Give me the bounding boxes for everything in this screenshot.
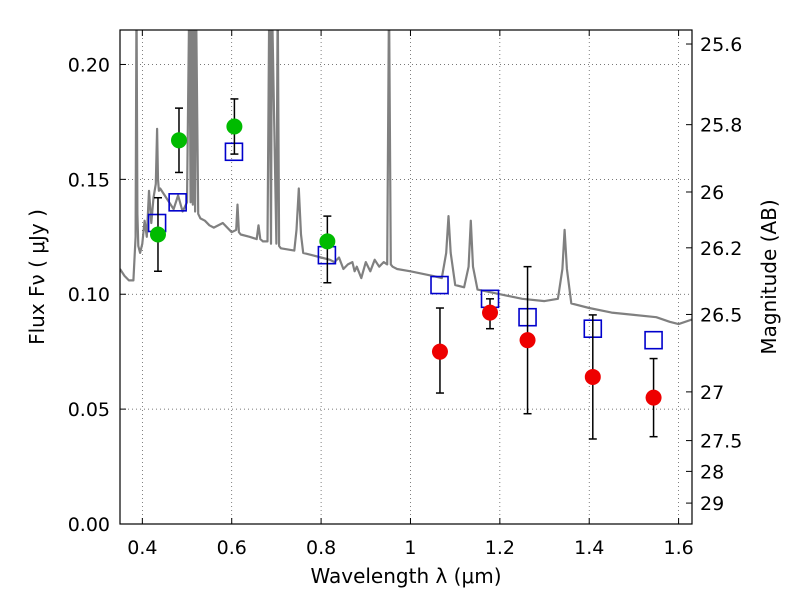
magnitude-tick-label: 26.5 — [700, 304, 742, 326]
x-tick-label: 1.6 — [663, 537, 693, 559]
observed-data-point — [170, 132, 187, 149]
model-photometry-square — [168, 193, 187, 212]
model-spectrum-line — [120, 30, 692, 326]
magnitude-tick-label: 28 — [700, 461, 724, 483]
observed-data-point — [584, 368, 601, 385]
observed-data-point — [149, 226, 166, 243]
observed-data-point — [431, 343, 448, 360]
x-tick-label: 0.6 — [217, 537, 247, 559]
y-axis-right-label: Magnitude (AB) — [757, 199, 781, 354]
observed-data-point — [482, 304, 499, 321]
y-tick-label: 0.05 — [68, 399, 110, 421]
observed-data-point — [519, 332, 536, 349]
error-bar — [323, 215, 332, 284]
observed-data-point — [319, 233, 336, 250]
magnitude-tick-label: 25.8 — [700, 115, 742, 137]
magnitude-tick-label: 25.6 — [700, 34, 742, 56]
magnitude-tick-label: 26 — [700, 182, 724, 204]
y-tick-label: 0.15 — [68, 169, 110, 191]
y-tick-label: 0.20 — [68, 54, 110, 76]
magnitude-tick-label: 27.5 — [700, 431, 742, 453]
y-axis-label: Flux Fν ( μJy ) — [25, 209, 49, 345]
y-tick-label: 0.10 — [68, 284, 110, 306]
x-tick-label: 1 — [404, 537, 416, 559]
magnitude-tick-label: 29 — [700, 493, 724, 515]
model-photometry-square — [644, 330, 663, 350]
x-tick-label: 1.4 — [574, 537, 604, 559]
axis-ticks — [120, 30, 692, 525]
model-photometry-square — [430, 275, 449, 295]
observed-data-point — [226, 118, 243, 135]
magnitude-tick-label: 26.2 — [700, 238, 742, 260]
magnitude-tick-label: 27 — [700, 382, 724, 404]
x-tick-label: 1.2 — [485, 537, 515, 559]
observed-data-point — [645, 389, 662, 406]
x-tick-label: 0.4 — [127, 537, 157, 559]
tick-labels: 0.4 0.6 0.8 1 1.2 1.4 1.6 0.00 0.05 0.10 0.15 0.20 2… — [68, 34, 743, 559]
plot-frame — [119, 29, 693, 525]
x-axis-label: Wavelength λ (μm) — [310, 564, 501, 588]
plot-area — [120, 30, 692, 440]
y-tick-label: 0.00 — [68, 514, 110, 536]
x-tick-label: 0.8 — [306, 537, 336, 559]
